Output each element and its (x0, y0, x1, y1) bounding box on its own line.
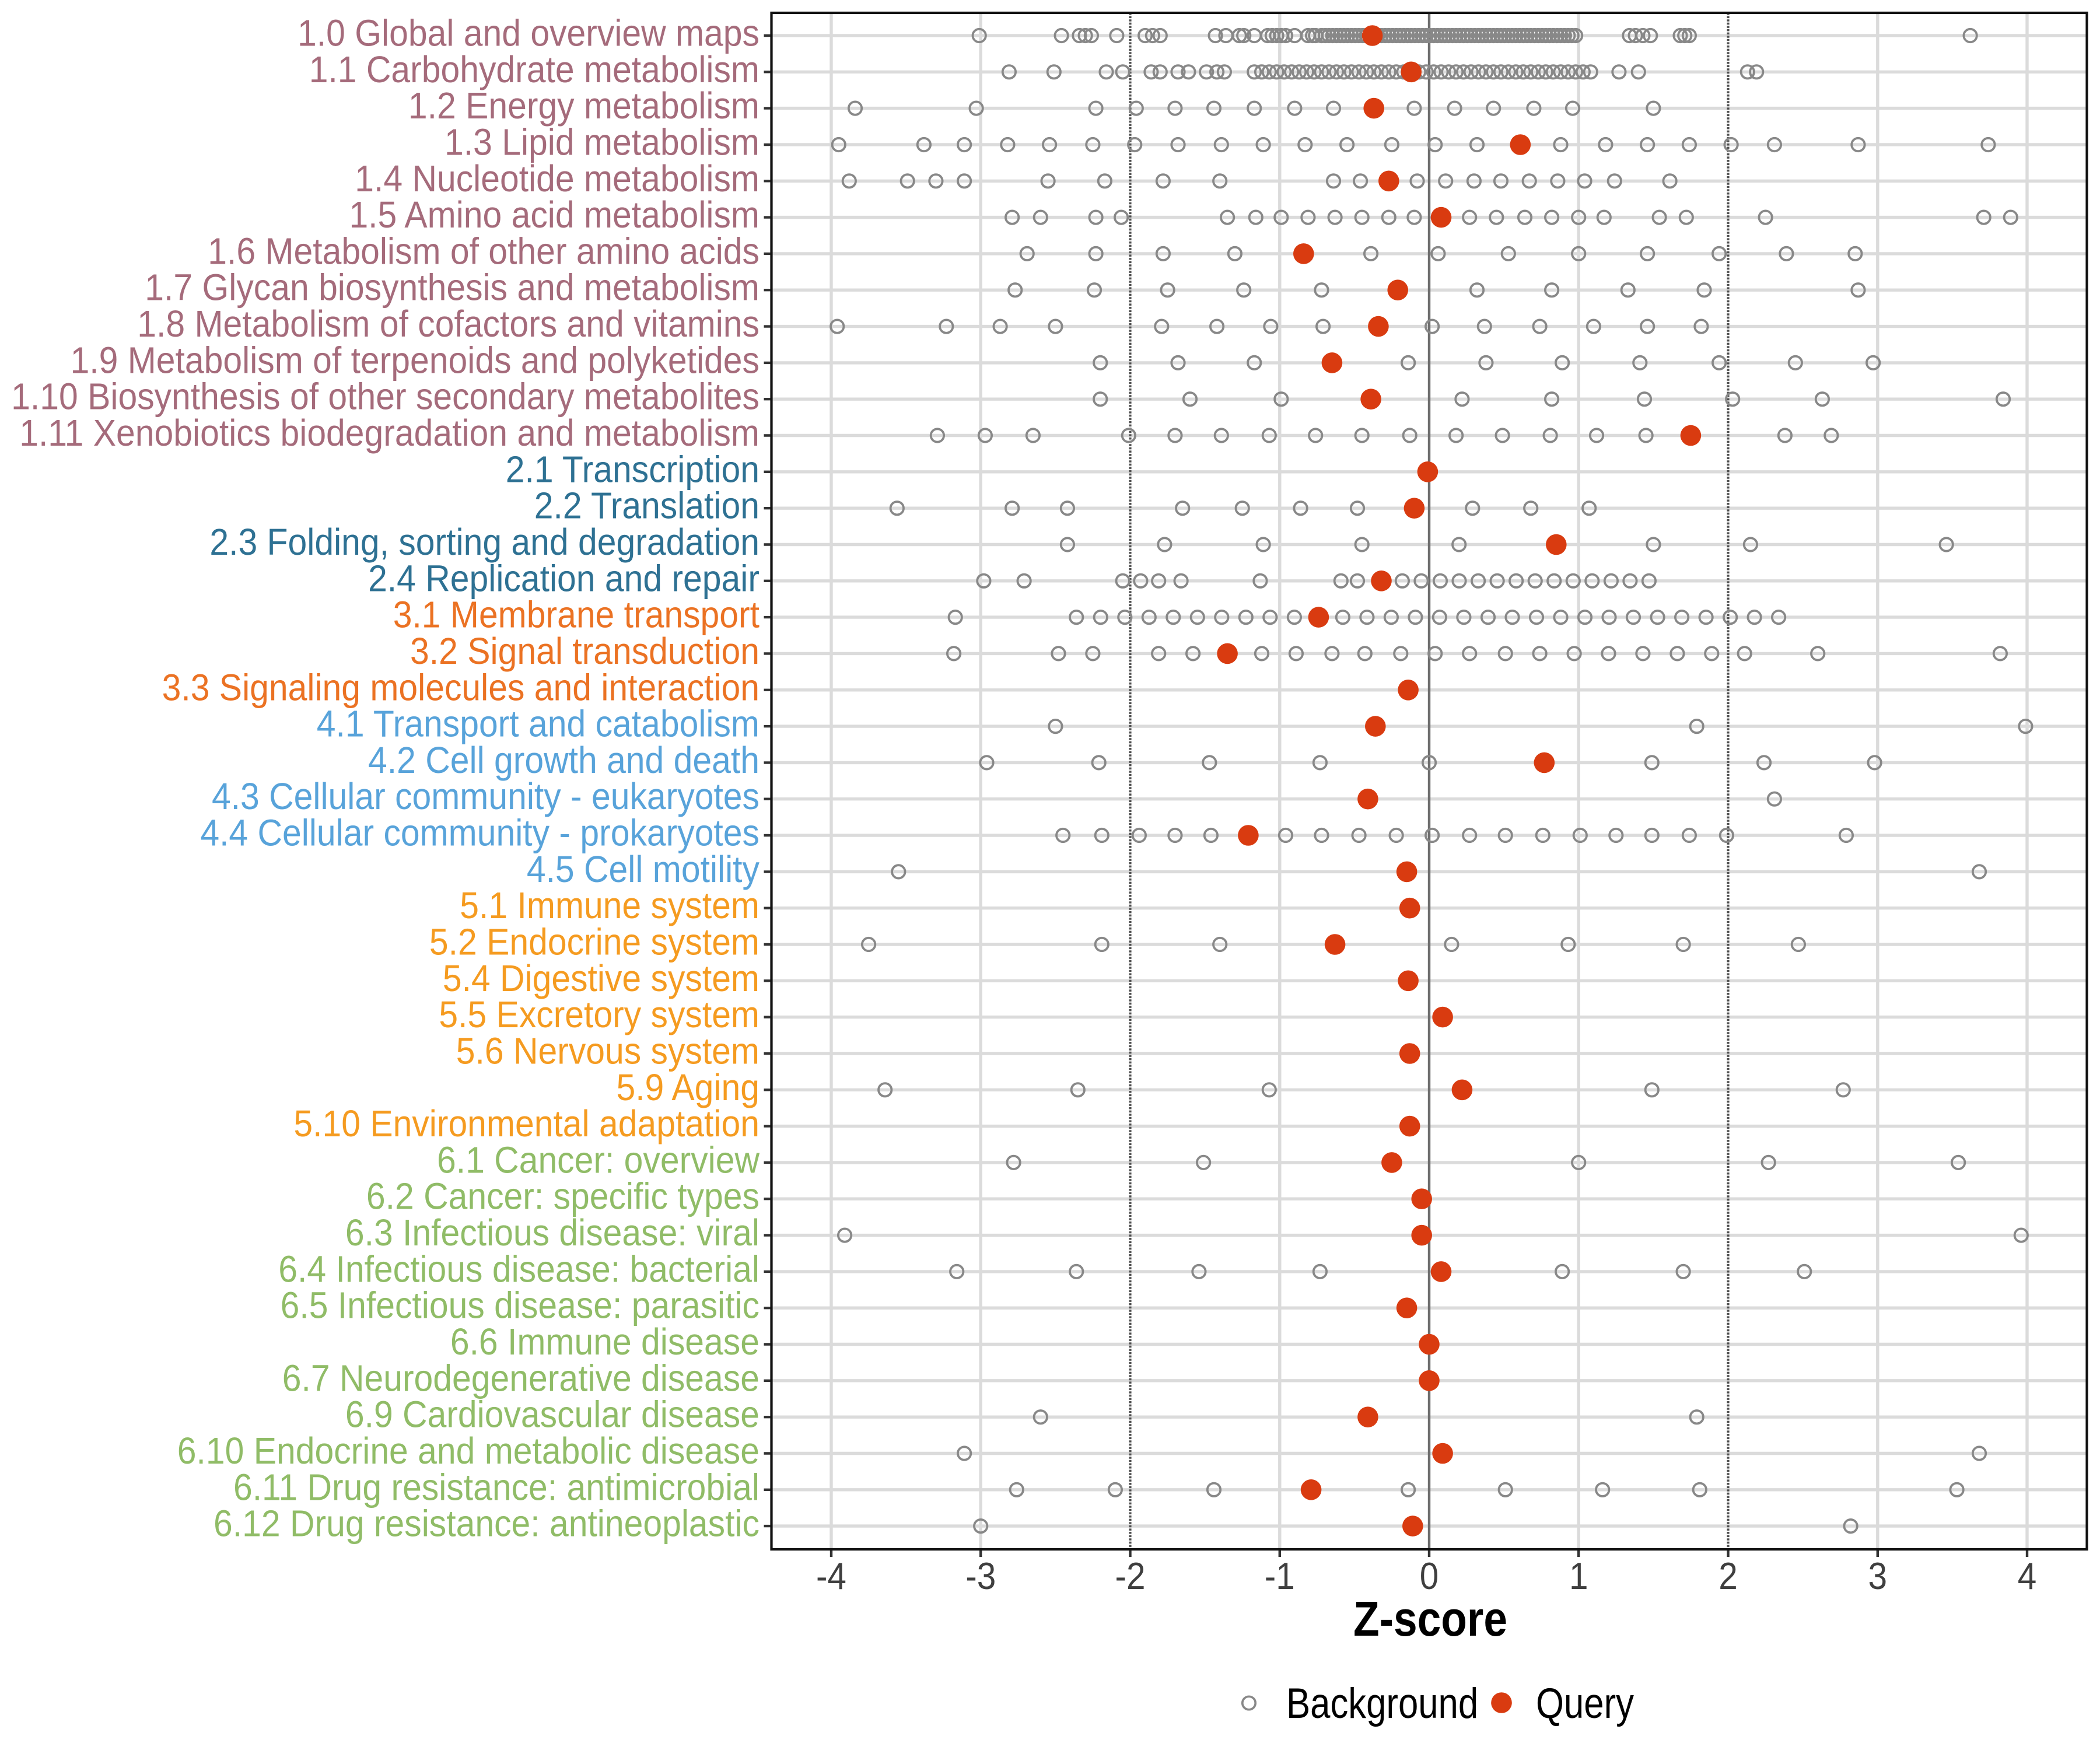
svg-text:3.3 Signaling molecules and in: 3.3 Signaling molecules and interaction (162, 667, 760, 709)
svg-text:4.5 Cell motility: 4.5 Cell motility (527, 849, 760, 891)
svg-text:5.10 Environmental adaptation: 5.10 Environmental adaptation (293, 1103, 760, 1145)
svg-text:4.2 Cell growth and death: 4.2 Cell growth and death (368, 740, 760, 782)
svg-text:6.9 Cardiovascular disease: 6.9 Cardiovascular disease (345, 1394, 760, 1436)
svg-text:1.5 Amino acid metabolism: 1.5 Amino acid metabolism (349, 194, 760, 236)
svg-text:1.7 Glycan biosynthesis and me: 1.7 Glycan biosynthesis and metabolism (145, 267, 760, 309)
svg-text:1.11 Xenobiotics biodegradatio: 1.11 Xenobiotics biodegradation and meta… (19, 412, 760, 454)
svg-text:1.4 Nucleotide metabolism: 1.4 Nucleotide metabolism (355, 158, 760, 200)
svg-text:-4: -4 (816, 1555, 846, 1598)
svg-text:6.7 Neurodegenerative disease: 6.7 Neurodegenerative disease (282, 1357, 760, 1399)
svg-text:6.1 Cancer: overview: 6.1 Cancer: overview (437, 1139, 760, 1181)
svg-text:1: 1 (1569, 1555, 1588, 1598)
svg-text:5.2 Endocrine system: 5.2 Endocrine system (429, 921, 760, 963)
svg-text:5.4 Digestive system: 5.4 Digestive system (443, 958, 760, 1000)
svg-text:5.9 Aging: 5.9 Aging (616, 1067, 760, 1109)
svg-text:Background: Background (1286, 1680, 1478, 1727)
svg-text:3: 3 (1868, 1555, 1887, 1598)
svg-text:2.2 Translation: 2.2 Translation (534, 485, 760, 527)
svg-text:1.6 Metabolism of other amino: 1.6 Metabolism of other amino acids (208, 230, 760, 272)
svg-text:1.3 Lipid metabolism: 1.3 Lipid metabolism (444, 121, 760, 163)
svg-text:3.1 Membrane transport: 3.1 Membrane transport (393, 594, 760, 636)
svg-text:2.3 Folding, sorting and degra: 2.3 Folding, sorting and degradation (209, 522, 760, 564)
svg-text:0: 0 (1420, 1555, 1439, 1598)
svg-text:Query: Query (1536, 1680, 1634, 1727)
svg-text:-1: -1 (1265, 1555, 1295, 1598)
svg-text:2.1 Transcription: 2.1 Transcription (506, 449, 760, 491)
svg-text:6.3 Infectious disease: viral: 6.3 Infectious disease: viral (345, 1212, 760, 1254)
svg-text:1.2 Energy metabolism: 1.2 Energy metabolism (408, 85, 760, 127)
svg-text:2: 2 (1718, 1555, 1738, 1598)
svg-text:6.5 Infectious disease: parasi: 6.5 Infectious disease: parasitic (281, 1284, 760, 1326)
svg-text:-3: -3 (965, 1555, 996, 1598)
svg-text:6.11 Drug resistance: antimicr: 6.11 Drug resistance: antimicrobial (233, 1466, 760, 1508)
svg-text:5.5 Excretory system: 5.5 Excretory system (439, 994, 760, 1036)
svg-text:6.2 Cancer: specific types: 6.2 Cancer: specific types (366, 1175, 760, 1217)
svg-text:1.1 Carbohydrate metabolism: 1.1 Carbohydrate metabolism (309, 49, 760, 91)
svg-text:6.10 Endocrine and metabolic d: 6.10 Endocrine and metabolic disease (177, 1430, 760, 1472)
svg-text:2.4 Replication and repair: 2.4 Replication and repair (368, 558, 760, 600)
svg-text:3.2 Signal transduction: 3.2 Signal transduction (410, 631, 760, 673)
svg-text:-2: -2 (1115, 1555, 1146, 1598)
svg-text:4: 4 (2018, 1555, 2037, 1598)
svg-text:4.3 Cellular community - eukar: 4.3 Cellular community - eukaryotes (212, 776, 760, 818)
svg-text:1.8 Metabolism of cofactors an: 1.8 Metabolism of cofactors and vitamins (137, 303, 760, 345)
svg-text:Z-score: Z-score (1353, 1591, 1507, 1646)
svg-text:4.1 Transport and catabolism: 4.1 Transport and catabolism (317, 703, 760, 745)
svg-text:1.10 Biosynthesis of other sec: 1.10 Biosynthesis of other secondary met… (11, 376, 760, 418)
svg-text:6.12 Drug resistance: antineop: 6.12 Drug resistance: antineoplastic (214, 1503, 760, 1545)
svg-text:5.1 Immune system: 5.1 Immune system (460, 885, 760, 927)
svg-text:6.4 Infectious disease: bacter: 6.4 Infectious disease: bacterial (278, 1248, 760, 1290)
svg-text:5.6 Nervous system: 5.6 Nervous system (456, 1030, 760, 1072)
svg-text:1.0 Global and overview maps: 1.0 Global and overview maps (298, 12, 760, 54)
svg-text:4.4 Cellular community - proka: 4.4 Cellular community - prokaryotes (200, 812, 760, 854)
svg-text:6.6 Immune disease: 6.6 Immune disease (450, 1321, 760, 1363)
svg-text:1.9 Metabolism of terpenoids a: 1.9 Metabolism of terpenoids and polyket… (71, 340, 760, 382)
